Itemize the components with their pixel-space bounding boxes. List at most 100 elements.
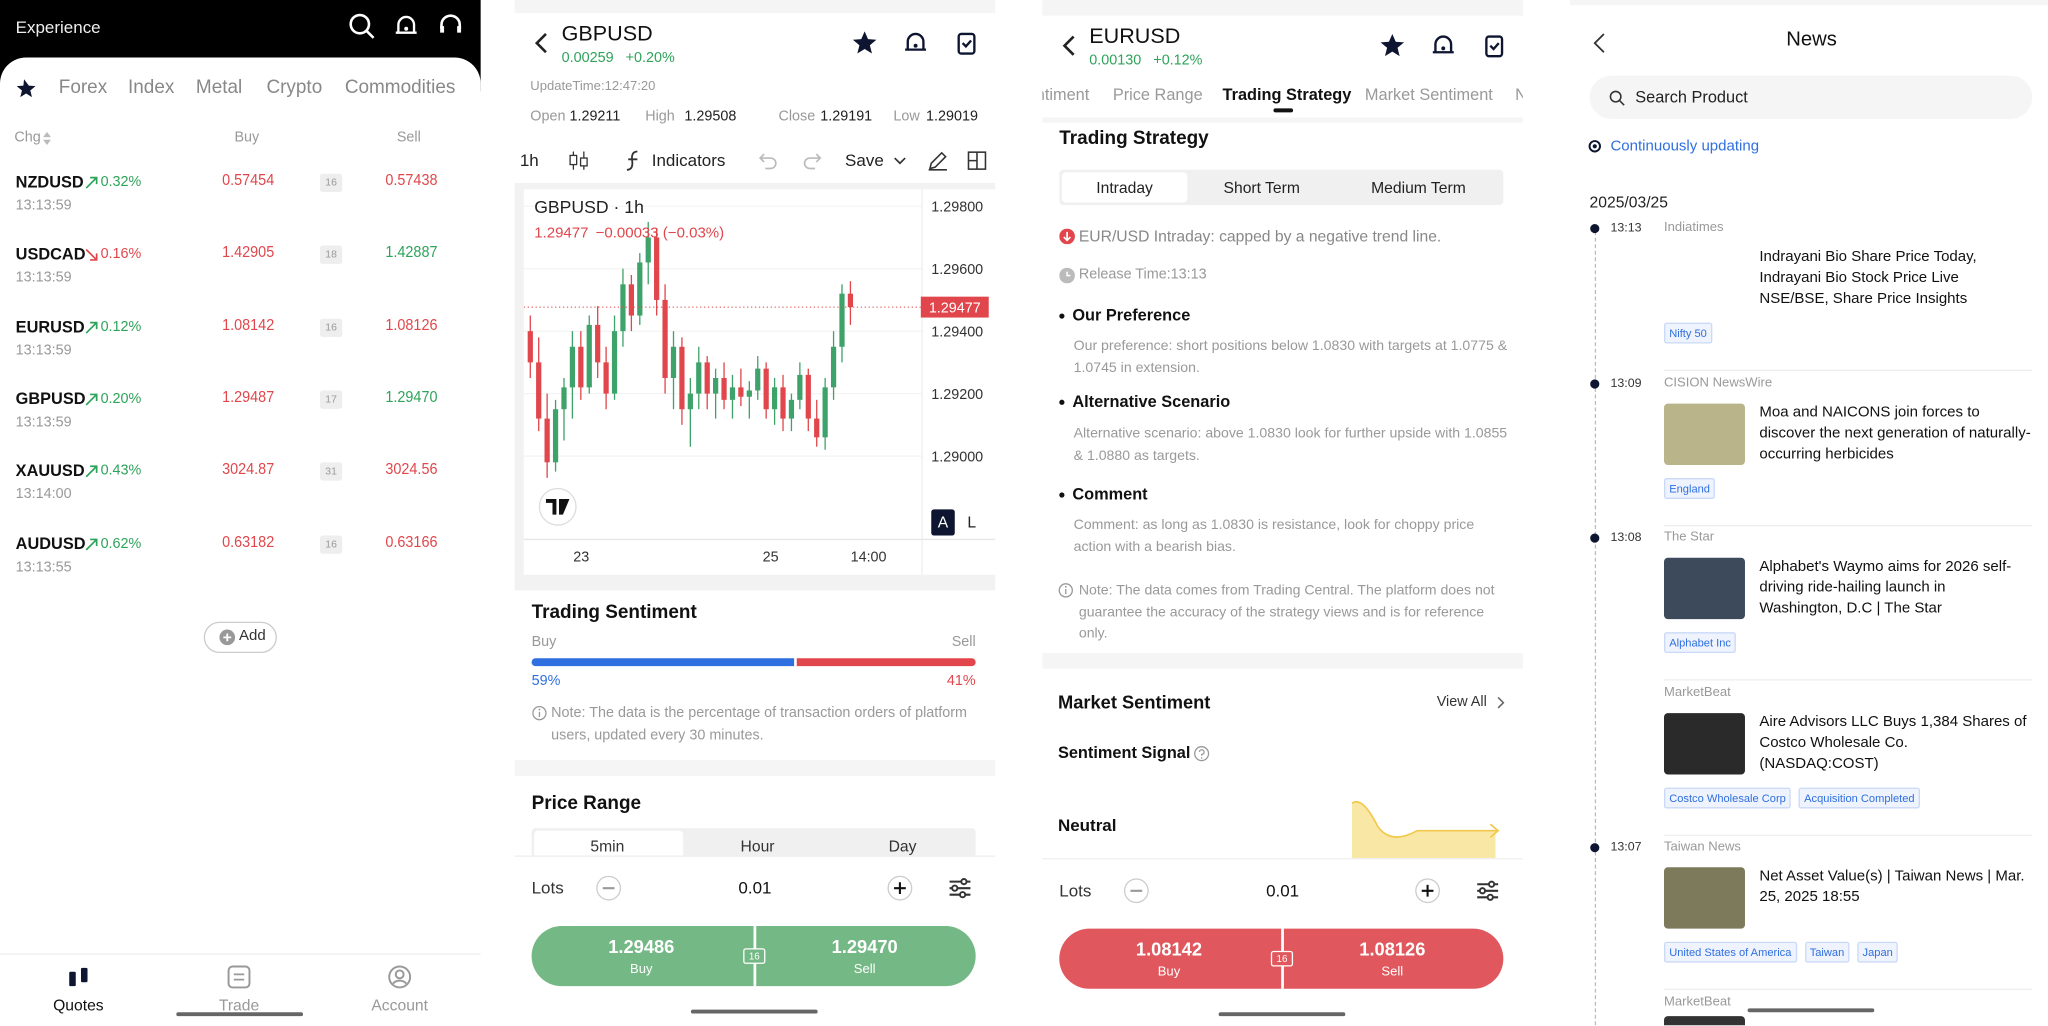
- icon-shape: [1380, 33, 1405, 57]
- increase-lots[interactable]: [1415, 878, 1441, 904]
- news-tag[interactable]: England: [1663, 478, 1716, 499]
- buy-button[interactable]: [531, 926, 754, 987]
- news-title[interactable]: Indrayani Bio Share Price Today, Indraya…: [1759, 249, 1977, 307]
- sell-button[interactable]: [754, 926, 976, 987]
- orders-button[interactable]: [1481, 33, 1507, 59]
- back-button[interactable]: [532, 30, 550, 56]
- sort-icon[interactable]: [43, 131, 51, 145]
- icon-shape: [928, 151, 947, 171]
- view-all[interactable]: View All: [1436, 694, 1487, 710]
- section-tab[interactable]: Price Range: [1112, 85, 1203, 104]
- symbol-title: GBPUSD: [561, 22, 653, 46]
- news-tags: United States of America Taiwan Japan: [1663, 941, 1899, 963]
- increase-lots[interactable]: [887, 875, 913, 901]
- account-nav-icon[interactable]: [388, 965, 412, 989]
- news-thumbnail[interactable]: [1663, 557, 1745, 620]
- search-icon[interactable]: [349, 13, 375, 39]
- section-tab[interactable]: Trading Strategy: [1222, 85, 1352, 104]
- section-tab[interactable]: Market Sentiment: [1364, 85, 1493, 104]
- news-tag[interactable]: Costco Wholesale Corp: [1663, 787, 1792, 809]
- save-button[interactable]: Save: [845, 150, 884, 171]
- icon-shape: [1432, 35, 1454, 54]
- news-title[interactable]: Net Asset Value(s) | Taiwan News | Mar. …: [1759, 868, 2025, 906]
- log-scale-label: L: [967, 515, 976, 532]
- range-tab[interactable]: Day: [888, 836, 917, 856]
- news-tag[interactable]: Alphabet Inc: [1663, 632, 1737, 654]
- section-title: Market Sentiment: [1057, 691, 1211, 713]
- orders-button[interactable]: [953, 30, 979, 56]
- candle-body: [830, 346, 837, 388]
- icon-shape: [1588, 140, 1601, 153]
- save-menu[interactable]: [893, 155, 906, 165]
- back-button[interactable]: [1059, 33, 1077, 59]
- sell-percent: 41%: [946, 673, 976, 689]
- order-settings[interactable]: [947, 875, 973, 901]
- price-tag-label: 1.29477: [929, 300, 981, 316]
- category-tab[interactable]: Metal: [195, 77, 243, 99]
- news-tag[interactable]: Nifty 50: [1663, 322, 1713, 344]
- chart-type-button[interactable]: [568, 149, 589, 173]
- back-button[interactable]: [1590, 30, 1608, 56]
- nav-label[interactable]: Account: [371, 996, 428, 1015]
- news-title[interactable]: Alphabet's Waymo aims for 2026 self-driv…: [1759, 559, 2012, 617]
- indicators-button[interactable]: Indicators: [651, 150, 726, 171]
- news-tag[interactable]: Japan: [1857, 941, 1899, 963]
- candle-body: [561, 387, 567, 410]
- news-thumbnail[interactable]: [1663, 248, 1745, 310]
- search-box[interactable]: [1589, 75, 2033, 119]
- sell-button[interactable]: [1282, 928, 1504, 989]
- nav-label[interactable]: Trade: [218, 996, 260, 1015]
- favorites-tab[interactable]: [16, 78, 37, 99]
- lots-value[interactable]: 0.01: [1266, 880, 1300, 901]
- lots-value[interactable]: 0.01: [738, 877, 772, 898]
- icon-shape: [967, 151, 987, 170]
- redo-button[interactable]: [802, 152, 823, 170]
- favorite-button[interactable]: [852, 30, 878, 56]
- category-tab[interactable]: Index: [127, 77, 175, 99]
- change: 0.16%: [100, 246, 142, 263]
- category-tab[interactable]: Commodities: [344, 77, 456, 99]
- draw-button[interactable]: [927, 150, 948, 171]
- favorite-button[interactable]: [1379, 33, 1405, 59]
- news-tag[interactable]: United States of America: [1663, 941, 1797, 963]
- trade-nav-icon[interactable]: [227, 965, 251, 989]
- date-heading: 2025/03/25: [1589, 193, 1668, 212]
- strategy-section-title: Alternative Scenario: [1072, 392, 1231, 411]
- strategy-tab[interactable]: Short Term: [1223, 178, 1300, 197]
- section-tab[interactable]: News: [1515, 86, 1523, 106]
- bell-icon[interactable]: [393, 13, 419, 39]
- range-tab[interactable]: Hour: [740, 836, 775, 856]
- news-thumbnail[interactable]: [1663, 713, 1745, 775]
- help-icon[interactable]: [1194, 746, 1210, 762]
- category-tab[interactable]: Forex: [58, 77, 108, 99]
- layout-button[interactable]: [967, 150, 988, 171]
- quotes-nav-icon[interactable]: [67, 965, 91, 989]
- order-settings[interactable]: [1475, 878, 1501, 904]
- news-tags: Alphabet Inc: [1663, 632, 1737, 654]
- news-tag[interactable]: Acquisition Completed: [1798, 787, 1920, 809]
- category-tab[interactable]: Crypto: [266, 77, 323, 99]
- buy-button[interactable]: [1059, 928, 1282, 989]
- strategy-tab[interactable]: Medium Term: [1371, 178, 1466, 197]
- news-title[interactable]: Moa and NAICONS join forces to discover …: [1759, 404, 2031, 463]
- column-header: Sell: [396, 129, 421, 146]
- section-tab[interactable]: Sentiment: [1042, 85, 1090, 104]
- alert-button[interactable]: [903, 30, 929, 56]
- news-thumbnail[interactable]: [1663, 867, 1745, 929]
- icon-shape: [887, 875, 913, 901]
- support-icon[interactable]: [438, 13, 464, 39]
- decrease-lots[interactable]: [596, 875, 622, 901]
- range-tab[interactable]: 5min: [590, 836, 625, 856]
- news-tag[interactable]: Taiwan: [1804, 941, 1850, 963]
- nav-label[interactable]: Quotes: [53, 996, 104, 1015]
- add-button[interactable]: [203, 621, 277, 654]
- interval-button[interactable]: 1h: [519, 150, 539, 171]
- note-icon: [1058, 583, 1074, 599]
- decrease-lots[interactable]: [1123, 878, 1149, 904]
- news-thumbnail[interactable]: [1663, 403, 1745, 465]
- alert-button[interactable]: [1430, 33, 1456, 59]
- news-source: Indiatimes: [1663, 220, 1724, 236]
- undo-button[interactable]: [758, 152, 779, 170]
- strategy-tab[interactable]: Intraday: [1096, 178, 1153, 197]
- news-title[interactable]: Aire Advisors LLC Buys 1,384 Shares of C…: [1759, 714, 2027, 772]
